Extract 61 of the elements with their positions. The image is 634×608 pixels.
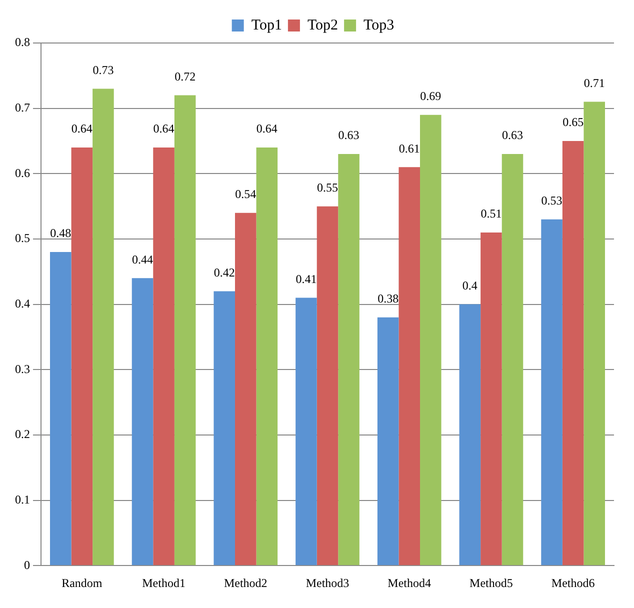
bar (153, 148, 174, 566)
bar (480, 232, 502, 566)
bar (541, 219, 562, 566)
data-label: 0.51 (480, 206, 502, 221)
bar (174, 95, 196, 566)
bar (420, 114, 442, 566)
bar (377, 317, 399, 566)
bar (71, 148, 93, 566)
data-label: 0.48 (50, 226, 72, 240)
bar (50, 252, 72, 566)
data-label: 0.41 (296, 272, 317, 286)
x-tick-label: Method1 (142, 576, 186, 590)
y-tick-label: 0.4 (15, 296, 30, 310)
x-tick-label: Method3 (306, 576, 350, 590)
y-tick-label: 0.5 (15, 231, 30, 246)
bar (296, 298, 317, 566)
legend-label: Top1 (251, 17, 282, 34)
data-label: 0.53 (541, 194, 562, 208)
bar (584, 102, 605, 566)
data-label: 0.64 (153, 122, 174, 136)
y-tick-label: 0.3 (15, 362, 30, 376)
bar (214, 291, 235, 566)
x-tick-label: Method4 (388, 576, 432, 590)
data-label: 0.63 (338, 128, 360, 142)
bar (235, 212, 256, 566)
bar (502, 154, 524, 566)
x-tick-label: Method2 (224, 576, 268, 590)
data-label: 0.54 (235, 187, 256, 201)
bar (562, 140, 584, 566)
data-label: 0.65 (562, 115, 584, 130)
y-tick-label: 0 (24, 558, 30, 572)
bar (316, 206, 338, 566)
legend-label: Top2 (307, 17, 338, 34)
y-tick-label: 0.8 (15, 35, 30, 50)
bar (338, 154, 360, 566)
bar (459, 304, 481, 566)
y-tick-label: 0.7 (15, 100, 30, 114)
data-label: 0.69 (420, 89, 442, 104)
data-label: 0.64 (256, 122, 278, 136)
y-tick-label: 0.6 (15, 166, 30, 180)
data-label: 0.44 (132, 252, 154, 266)
x-tick-label: Method6 (551, 576, 595, 590)
bar (398, 167, 420, 566)
data-label: 0.61 (398, 141, 420, 156)
data-label: 0.63 (502, 128, 523, 142)
data-label: 0.71 (584, 76, 605, 90)
x-tick-label: Method5 (470, 576, 513, 590)
x-tick-label: Random (62, 576, 103, 590)
data-label: 0.38 (378, 292, 399, 306)
bar (256, 148, 278, 566)
data-label: 0.73 (92, 62, 114, 77)
data-label: 0.72 (174, 69, 196, 84)
data-label: 0.55 (317, 180, 338, 194)
legend-label: Top3 (364, 17, 394, 34)
bar (132, 278, 154, 566)
bar (92, 88, 114, 566)
y-tick-label: 0.2 (15, 427, 30, 442)
data-label: 0.42 (214, 265, 235, 280)
data-label: 0.4 (462, 278, 478, 292)
data-label: 0.64 (71, 122, 92, 136)
y-tick-label: 0.1 (15, 492, 30, 506)
